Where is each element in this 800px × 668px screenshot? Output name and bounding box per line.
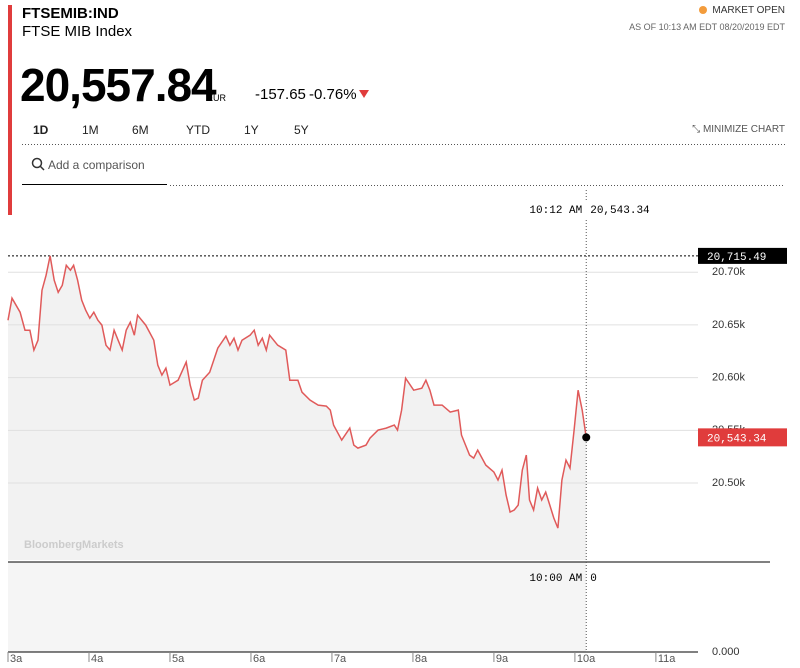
range-tab[interactable]: 6M: [132, 123, 149, 137]
x-tick-label: 5a: [172, 653, 185, 665]
crosshair-volume: 0: [590, 573, 597, 585]
crosshair-box: [526, 201, 639, 219]
minimize-chart[interactable]: ⤡ MINIMIZE CHART: [692, 124, 785, 135]
currency: EUR: [207, 93, 227, 103]
price: 20,557.84: [20, 59, 217, 111]
down-arrow: [359, 90, 369, 98]
accent-bar: [8, 5, 12, 215]
x-tick-label: 4a: [91, 653, 104, 665]
y-tick-label: 20.50k: [712, 477, 746, 489]
x-tick-label: 8a: [415, 653, 428, 665]
crosshair-volume-time: 10:00 AM: [529, 573, 582, 585]
last-label-box: [698, 428, 787, 447]
search-icon: [31, 157, 43, 169]
y-tick-label: 20.70k: [712, 266, 746, 278]
crosshair-value: 20,543.34: [590, 205, 650, 217]
status-text: MARKET OPEN: [712, 5, 785, 16]
y-tick-label: 20.65k: [712, 319, 746, 331]
range-tab[interactable]: 5Y: [294, 123, 309, 137]
status-dot: [699, 6, 708, 14]
change: -157.65: [255, 86, 306, 103]
minimize-text[interactable]: MINIMIZE CHART: [702, 124, 785, 135]
watermark: BloombergMarkets: [24, 539, 124, 551]
change-pct: -0.76%: [309, 86, 357, 103]
index-name: FTSE MIB Index: [22, 23, 133, 40]
range-tab[interactable]: 1D: [33, 123, 49, 137]
y2-tick-label: 0.000: [712, 646, 740, 658]
x-tick-label: 3a: [10, 653, 23, 665]
high-label-box: [698, 247, 787, 264]
range-tab[interactable]: YTD: [186, 123, 210, 137]
range-tab[interactable]: 1M: [82, 123, 99, 137]
range-tab[interactable]: 1Y: [244, 123, 259, 137]
x-tick-label: 7a: [334, 653, 347, 665]
x-tick-label: 9a: [496, 653, 509, 665]
last-label: 20,543.34: [707, 433, 767, 445]
as-of: AS OF 10:13 AM EDT 08/20/2019 EDT: [629, 22, 785, 32]
x-tick-label: 6a: [253, 653, 266, 665]
x-tick-label: 10a: [577, 653, 596, 665]
comparison-search[interactable]: Add a comparison: [48, 158, 145, 172]
last-point: [582, 433, 591, 442]
symbol: FTSEMIB:IND: [22, 5, 119, 22]
y-tick-label: 20.60k: [712, 372, 746, 384]
area-fill: [8, 255, 587, 560]
high-label: 20,715.49: [707, 252, 766, 264]
x-tick-label: 11a: [658, 653, 676, 665]
market-status: MARKET OPEN: [699, 5, 785, 16]
price-line: [7, 255, 587, 529]
volume-panel: [8, 562, 586, 652]
crosshair-time: 10:12 AM: [529, 205, 582, 217]
search-icon: [39, 165, 45, 171]
minimize-icon: ⤡: [692, 124, 703, 135]
